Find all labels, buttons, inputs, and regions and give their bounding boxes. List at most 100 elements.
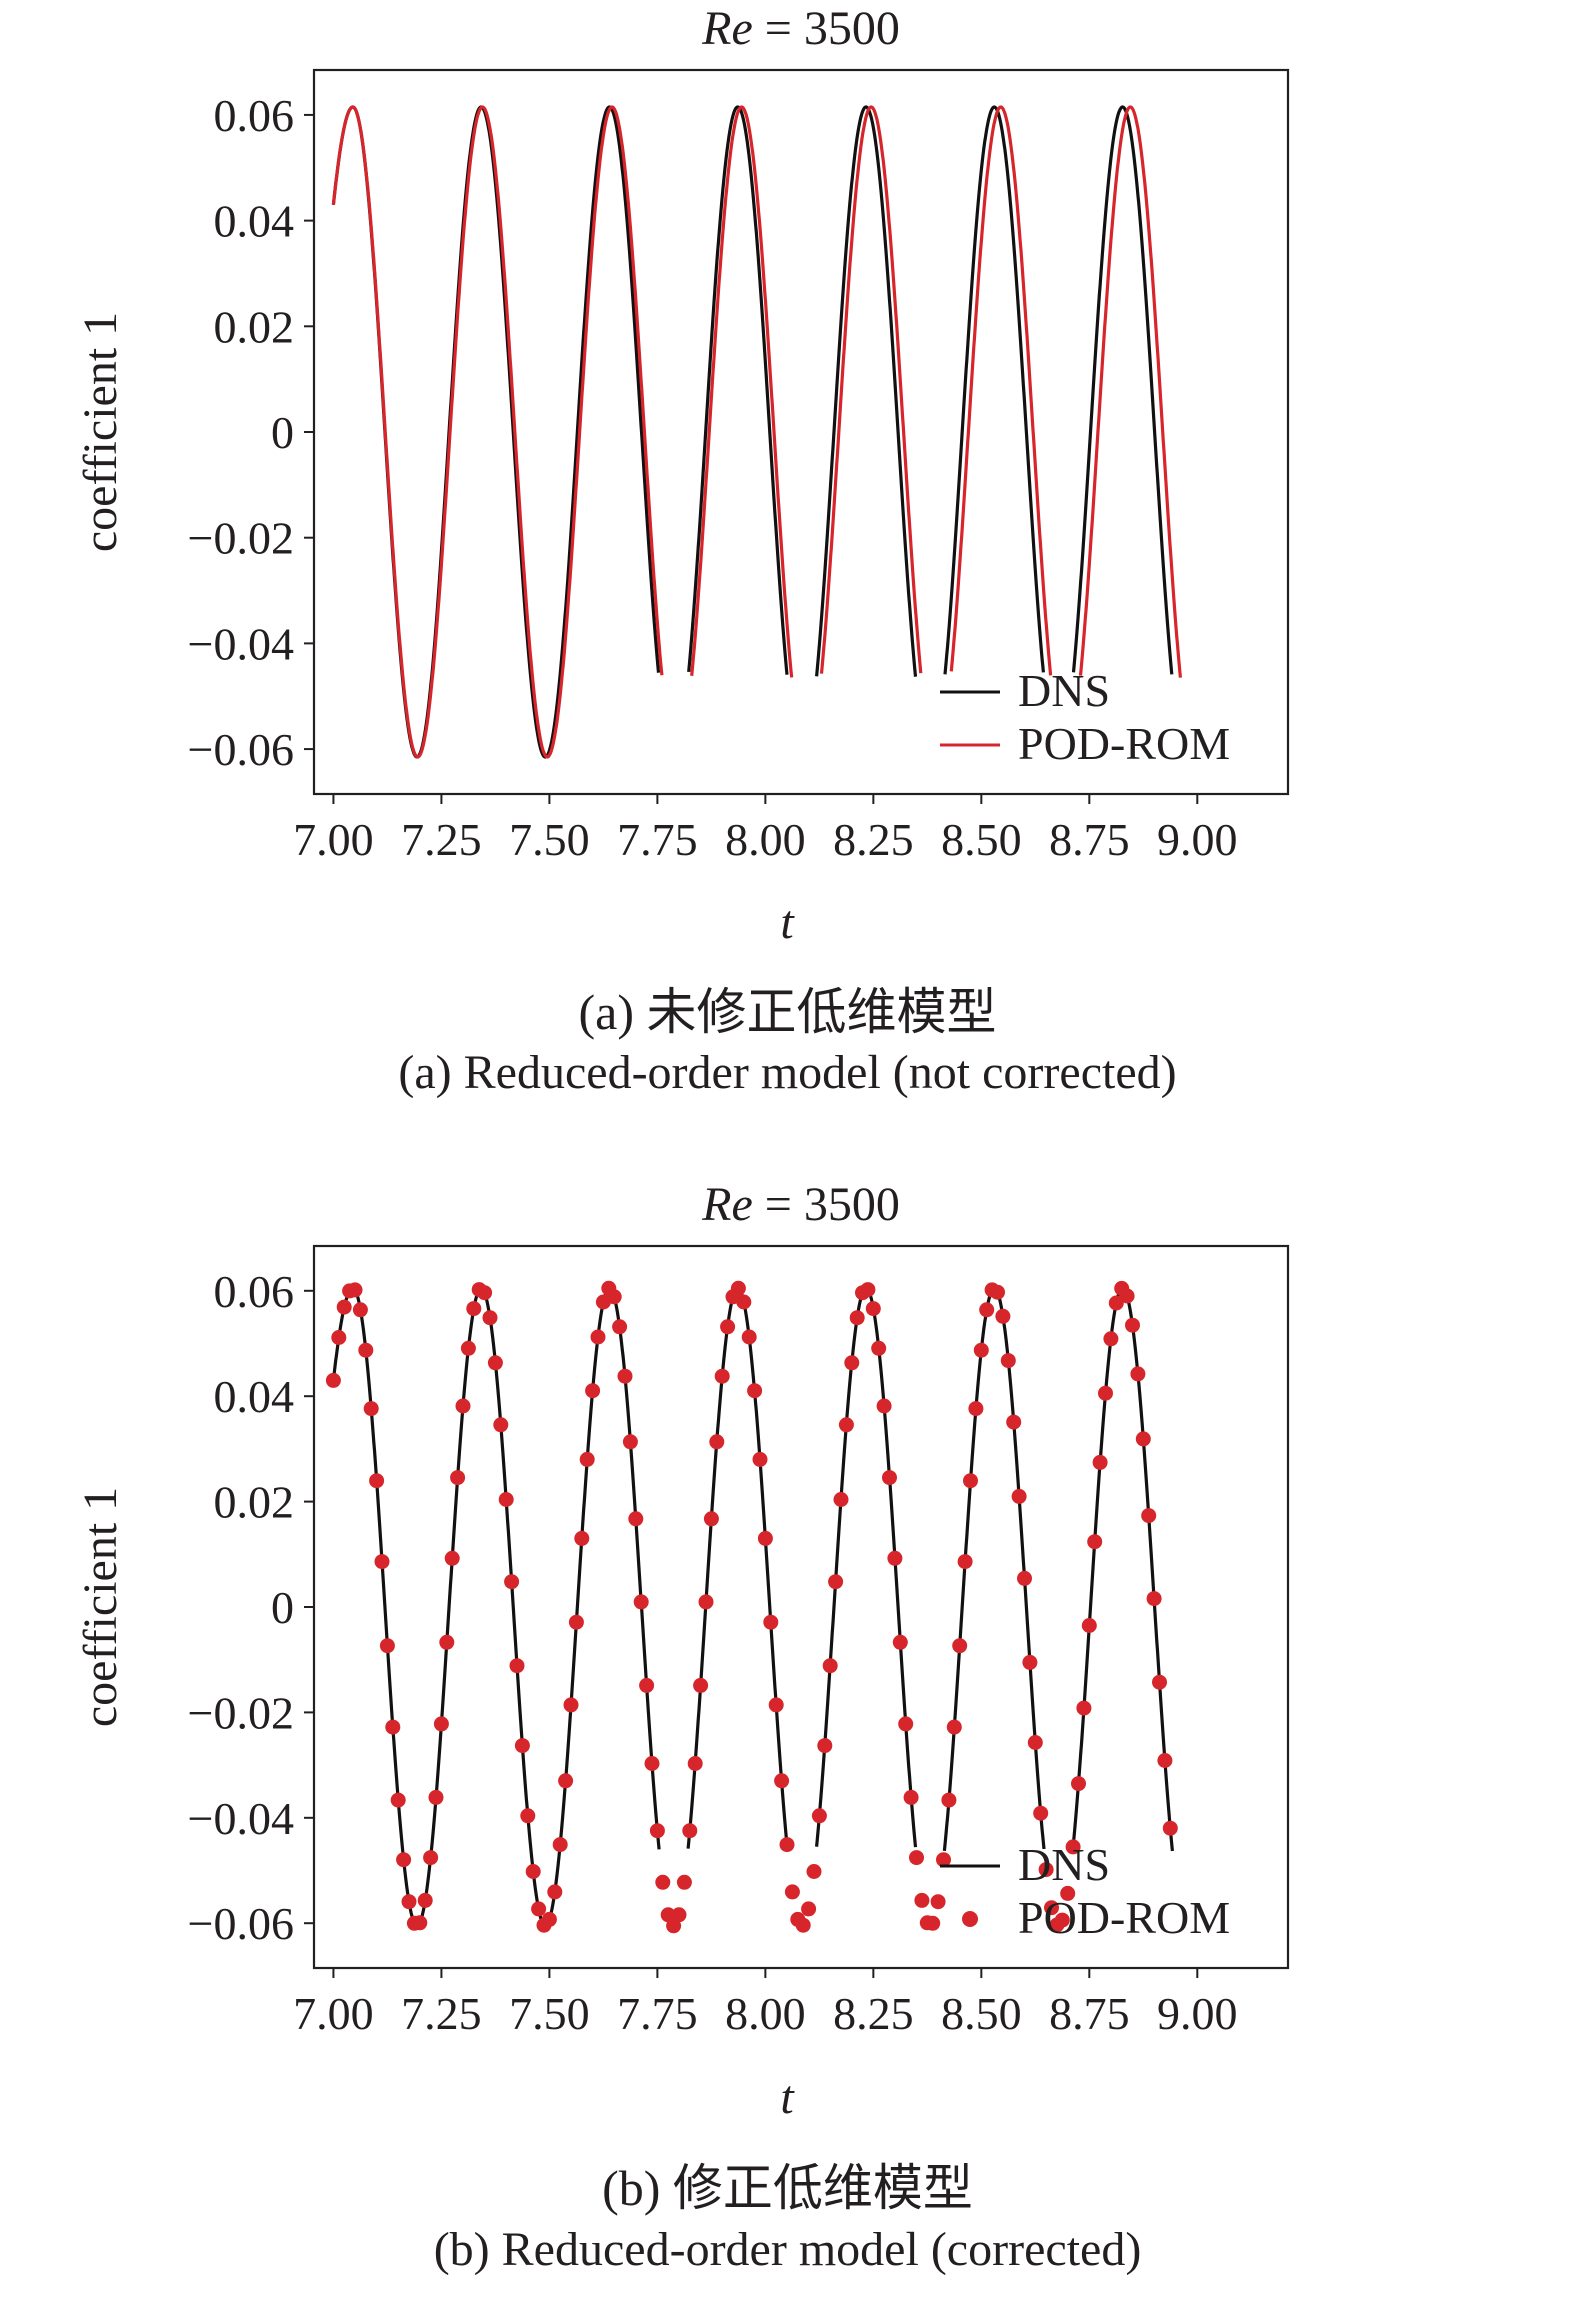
data-point	[466, 1301, 482, 1317]
data-point	[433, 1716, 449, 1732]
data-point	[779, 1837, 795, 1853]
data-point	[838, 1417, 854, 1433]
data-point	[455, 1398, 471, 1414]
data-point	[1092, 1454, 1108, 1470]
data-point	[1017, 1570, 1032, 1586]
data-point	[1022, 1654, 1038, 1670]
data-point	[747, 1383, 763, 1399]
data-point	[844, 1355, 860, 1371]
x-tick-label: 7.00	[293, 814, 374, 865]
data-point	[1027, 1735, 1043, 1750]
data-point	[784, 1884, 800, 1900]
data-point	[525, 1864, 541, 1879]
data-point	[1103, 1331, 1119, 1347]
data-point	[730, 1280, 746, 1296]
data-point	[1087, 1534, 1103, 1550]
data-point	[801, 1901, 817, 1917]
legend-label-dns: DNS	[1018, 665, 1110, 716]
data-point	[509, 1658, 525, 1674]
data-point	[1000, 1353, 1016, 1369]
data-point	[649, 1823, 665, 1839]
y-tick-label: 0	[271, 1582, 294, 1633]
data-point	[822, 1658, 838, 1674]
data-point	[676, 1874, 692, 1890]
data-point	[644, 1756, 660, 1771]
data-point	[369, 1473, 385, 1489]
data-point	[568, 1614, 584, 1630]
data-point	[936, 1852, 951, 1868]
x-tick-label: 7.75	[617, 1988, 698, 2039]
x-axis-label: t	[780, 896, 795, 949]
y-tick-label: −0.02	[188, 1687, 294, 1738]
data-point	[352, 1302, 368, 1318]
legend-label-pod-rom: POD-ROM	[1018, 718, 1230, 769]
data-point	[401, 1894, 417, 1910]
data-point	[693, 1677, 709, 1693]
x-tick-label: 7.75	[617, 814, 698, 865]
data-point	[606, 1289, 622, 1305]
data-point	[444, 1550, 460, 1566]
data-point	[1162, 1820, 1178, 1836]
data-point	[1081, 1618, 1097, 1633]
data-point	[379, 1638, 395, 1654]
data-point	[914, 1892, 930, 1908]
data-point	[963, 1473, 978, 1489]
data-point	[752, 1451, 768, 1467]
plot-area	[325, 1280, 1178, 1934]
data-point	[979, 1302, 995, 1318]
y-tick-label: −0.02	[188, 513, 294, 564]
data-point	[946, 1719, 962, 1735]
data-point	[930, 1894, 946, 1910]
data-point	[423, 1850, 439, 1866]
x-tick-label: 7.25	[401, 1988, 482, 2039]
data-point	[390, 1792, 406, 1808]
data-point	[941, 1792, 957, 1808]
x-tick-label: 8.25	[833, 814, 914, 865]
title-value: = 3500	[753, 1178, 900, 1231]
data-point	[628, 1511, 644, 1527]
data-point	[1076, 1700, 1092, 1716]
data-point	[865, 1301, 881, 1317]
data-point	[493, 1417, 509, 1433]
y-tick-label: 0.02	[214, 301, 295, 352]
x-tick-label: 7.50	[509, 1988, 590, 2039]
caption-a-english: (a) Reduced-order model (not corrected)	[398, 1046, 1177, 1099]
data-point	[1044, 1900, 1059, 1916]
data-point	[374, 1554, 390, 1570]
data-point	[1038, 1862, 1054, 1878]
data-point	[763, 1614, 779, 1630]
legend-label-pod-rom: POD-ROM	[1018, 1892, 1230, 1943]
data-point	[682, 1823, 698, 1839]
data-point	[487, 1355, 503, 1371]
x-tick-label: 8.00	[725, 1988, 806, 2039]
title-re: Re	[701, 2, 753, 55]
x-tick-label: 9.00	[1157, 1988, 1238, 2039]
x-tick-label: 9.00	[1157, 814, 1238, 865]
data-point	[396, 1852, 412, 1868]
x-tick-label: 8.50	[941, 814, 1022, 865]
y-axis-label: coefficient 1	[74, 1487, 127, 1727]
data-point	[590, 1329, 606, 1345]
data-point	[585, 1383, 601, 1399]
data-point	[622, 1434, 638, 1450]
data-point	[828, 1574, 844, 1590]
legend-swatch-pod-rom	[962, 1911, 978, 1927]
title-re: Re	[701, 1178, 753, 1231]
data-point	[671, 1907, 687, 1923]
data-point	[563, 1697, 579, 1713]
x-tick-label: 7.00	[293, 1988, 374, 2039]
data-point	[898, 1716, 914, 1732]
data-point	[698, 1594, 714, 1610]
data-point	[358, 1342, 374, 1358]
caption-a-chinese: (a) 未修正低维模型	[578, 984, 997, 1040]
data-point	[703, 1511, 719, 1527]
y-tick-label: 0.02	[214, 1477, 295, 1528]
data-point	[687, 1756, 703, 1771]
data-point	[768, 1697, 784, 1713]
data-point	[925, 1915, 941, 1931]
data-point	[1130, 1366, 1146, 1382]
chart-panel-a: Re = 3500 7.00 7.25 7.50 7.75 8.00 8.25 8.50 8.7…	[74, 2, 1290, 949]
data-point	[887, 1550, 903, 1566]
data-point	[1065, 1839, 1081, 1855]
